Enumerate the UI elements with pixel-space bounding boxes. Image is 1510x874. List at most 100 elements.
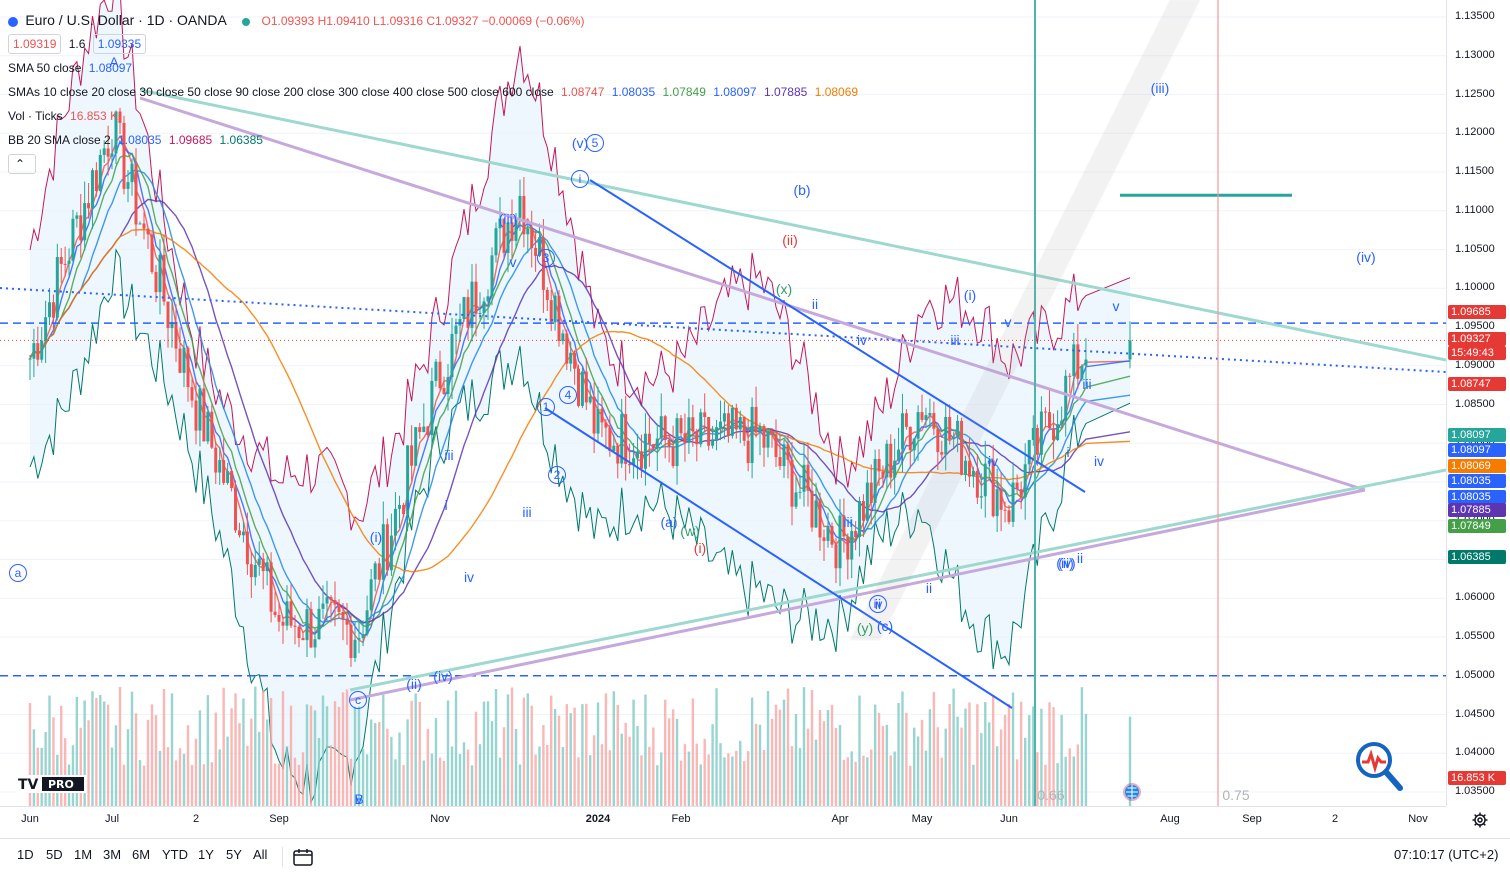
- sma50-row[interactable]: SMA 50 close 1.08097: [8, 56, 862, 80]
- range-3m[interactable]: 3M: [103, 847, 122, 862]
- candle-body: [90, 170, 94, 209]
- candle-body: [269, 562, 273, 612]
- volume-bar: [321, 695, 325, 806]
- bb-row[interactable]: BB 20 SMA close 2 1.08035 1.09685 1.0638…: [8, 128, 862, 152]
- wave-label: (iv): [433, 668, 453, 684]
- volume-row[interactable]: Vol · Ticks 16.853 K: [8, 104, 862, 128]
- volume-bar: [498, 757, 502, 806]
- range-1d[interactable]: 1D: [17, 847, 34, 862]
- wave-label: (i): [693, 540, 707, 556]
- globe-icon[interactable]: [1122, 782, 1142, 802]
- candle-body: [337, 604, 341, 612]
- candle-body: [273, 611, 277, 615]
- symbol-title[interactable]: Euro / U.S. Dollar · 1D · OANDA: [25, 12, 227, 28]
- smas-row[interactable]: SMAs 10 close 20 close 30 close 50 close…: [8, 80, 862, 104]
- candle-body: [202, 388, 206, 442]
- volume-bar: [402, 765, 405, 806]
- volume-bar: [454, 690, 458, 806]
- settings-gear-icon[interactable]: [1472, 812, 1488, 828]
- range-5y[interactable]: 5Y: [226, 847, 242, 862]
- volume-bar: [474, 711, 478, 806]
- price-tick-label: 1.09000: [1455, 358, 1495, 371]
- range-1y[interactable]: 1Y: [198, 847, 214, 862]
- candle-body: [1056, 424, 1060, 441]
- candle-body: [730, 407, 734, 436]
- volume-bar: [214, 712, 217, 806]
- candle-body: [632, 458, 636, 466]
- smas-value: 1.07849: [662, 85, 706, 99]
- ask-price[interactable]: 1.09335: [92, 34, 147, 54]
- volume-bar: [683, 744, 687, 806]
- volume-bar: [786, 688, 790, 806]
- smas-name: SMAs 10 close 20 close 30 close 50 close…: [8, 85, 554, 99]
- volume-bar: [450, 746, 454, 806]
- time-tick-label: 2: [192, 813, 200, 825]
- volume-bar: [553, 708, 557, 806]
- price-chart[interactable]: [0, 0, 1446, 806]
- volume-bar: [624, 722, 627, 806]
- candle-body: [814, 500, 818, 528]
- candle-body: [1052, 428, 1056, 441]
- volume-bar: [250, 718, 253, 806]
- wave-label: (w): [680, 523, 700, 539]
- volume-bar: [546, 744, 549, 806]
- candle-body: [174, 321, 178, 349]
- candle-body: [83, 203, 87, 241]
- bid-ask-row: 1.09319 1.6 1.09335: [8, 32, 862, 56]
- time-tick-label: Sep: [269, 813, 289, 825]
- collapse-legend-button[interactable]: ⌃: [8, 154, 37, 174]
- range-ytd[interactable]: YTD: [162, 847, 188, 862]
- symbol-icon: [8, 16, 18, 27]
- calendar-icon[interactable]: [293, 848, 313, 866]
- range-all[interactable]: All: [253, 847, 268, 862]
- candle-body: [778, 457, 782, 467]
- volume-bar: [585, 703, 588, 806]
- volume-bar: [422, 760, 425, 806]
- price-axis[interactable]: 1.13500 1.13000 1.12500 1.12000 1.11500 1.110…: [1446, 0, 1510, 806]
- range-1m[interactable]: 1M: [74, 847, 93, 862]
- volume-bar: [988, 722, 991, 806]
- volume-bar: [912, 727, 916, 806]
- candle-body: [325, 597, 329, 604]
- volume-bar: [1040, 708, 1043, 806]
- wave-label: 0.75: [1222, 787, 1250, 803]
- candle-body: [210, 411, 214, 448]
- time-tick-label: Nov: [1408, 813, 1428, 825]
- volume-bar: [530, 705, 533, 806]
- chart-area[interactable]: Euro / U.S. Dollar · 1D · OANDA O1.09393…: [0, 0, 1446, 806]
- candle-body: [158, 254, 162, 293]
- volume-bar: [822, 721, 826, 806]
- volume-bar: [426, 728, 430, 806]
- moving-average-line: [29, 198, 1131, 624]
- candle-body: [592, 396, 596, 434]
- bid-price[interactable]: 1.09319: [8, 34, 62, 54]
- candle-body: [798, 491, 802, 493]
- volume-bar: [438, 757, 442, 806]
- volume-bar: [897, 702, 900, 806]
- candle-body: [261, 558, 265, 572]
- volume-bar: [731, 756, 734, 806]
- volume-bar: [818, 709, 822, 806]
- zoom-analysis-icon[interactable]: [1354, 740, 1404, 792]
- candle-body: [916, 412, 920, 439]
- range-6m[interactable]: 6M: [132, 847, 151, 862]
- candle-body: [28, 358, 32, 360]
- volume-bar: [806, 728, 810, 806]
- time-axis[interactable]: Jun Jul 2 Sep Nov 2024 Feb Apr May Jun Aug Sep 2 Nov: [0, 806, 1488, 833]
- candle-body: [365, 610, 369, 635]
- channel-upper-line: [589, 179, 1086, 493]
- candle-body: [964, 460, 967, 475]
- price-label: 1.08097: [1448, 427, 1506, 442]
- volume-bar: [656, 765, 659, 806]
- tradingview-logo[interactable]: TV PRO: [16, 775, 86, 793]
- candle-body: [734, 407, 738, 430]
- candle-body: [87, 203, 91, 209]
- volume-bar: [850, 751, 853, 806]
- candle-body: [257, 558, 261, 565]
- wave-label: (i): [963, 287, 977, 303]
- range-5d[interactable]: 5D: [46, 847, 63, 862]
- ohlc-values: O1.09393 H1.09410 L1.09316 C1.09327 −0.0…: [261, 14, 585, 28]
- clock-time[interactable]: 07:10:17 (UTC+2): [1394, 847, 1499, 862]
- volume-bar: [126, 729, 130, 806]
- price-tick-label: 1.04500: [1455, 707, 1495, 720]
